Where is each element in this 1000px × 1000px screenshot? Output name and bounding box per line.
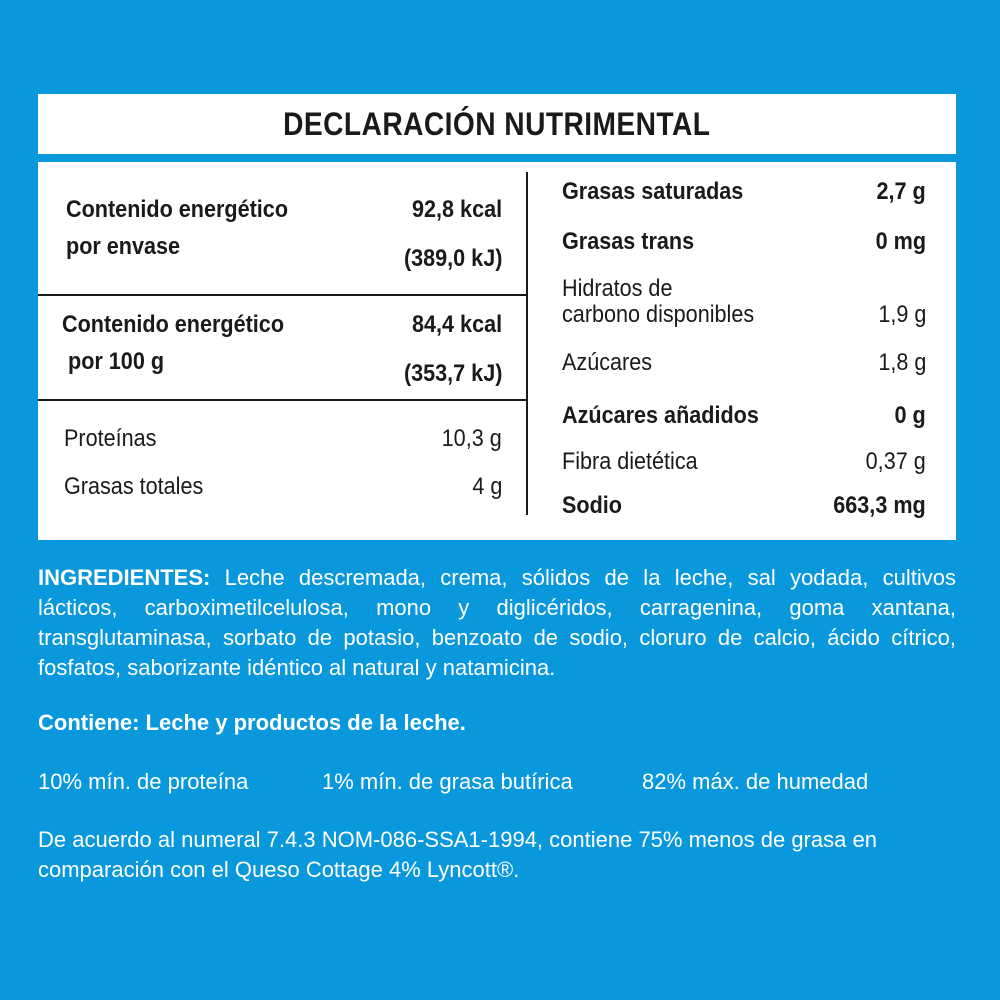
- hidratos-value: 1,9 g: [877, 301, 926, 328]
- spec-humedad: 82% máx. de humedad: [642, 769, 869, 794]
- azucares-label: Azúcares: [562, 349, 653, 376]
- sodio-label: Sodio: [562, 492, 622, 519]
- proteinas-label: Proteínas: [64, 425, 157, 452]
- hidratos-label-1: Hidratos de: [562, 275, 673, 302]
- ingredients-text: Leche descremada, crema, sólidos de la l…: [38, 565, 956, 680]
- energia-100g-label-2: por 100 g: [68, 348, 165, 375]
- grasas-totales-value: 4 g: [471, 473, 502, 500]
- claim-note-line-1: De acuerdo al numeral 7.4.3 NOM-086-SSA1…: [38, 827, 877, 852]
- azucares-value: 1,8 g: [877, 349, 926, 376]
- grasas-totales-label: Grasas totales: [64, 473, 204, 500]
- ingredients-label: INGREDIENTES:: [38, 565, 211, 590]
- azucares-anadidos-label: Azúcares añadidos: [562, 402, 759, 429]
- claim-note-line-2: comparación con el Queso Cottage 4% Lync…: [38, 857, 520, 882]
- fibra-value: 0,37 g: [865, 448, 926, 475]
- energia-envase-kcal: 92,8 kcal: [411, 196, 502, 223]
- hidratos-label-2: carbono disponibles: [562, 301, 755, 328]
- allergen-statement: Contiene: Leche y productos de la leche.: [38, 710, 466, 735]
- claim-note: De acuerdo al numeral 7.4.3 NOM-086-SSA1…: [38, 825, 956, 885]
- spec-grasa: 1% mín. de grasa butírica: [322, 769, 573, 794]
- row-divider: [38, 399, 527, 401]
- azucares-anadidos-value: 0 g: [894, 402, 926, 429]
- ingredients-paragraph: INGREDIENTES: Leche descremada, crema, s…: [38, 563, 956, 683]
- grasas-saturadas-label: Grasas saturadas: [562, 178, 744, 205]
- fibra-label: Fibra dietética: [562, 448, 698, 475]
- grasas-trans-label: Grasas trans: [562, 228, 695, 255]
- energia-envase-kj: (389,0 kJ): [403, 245, 502, 272]
- spec-proteina: 10% mín. de proteína: [38, 769, 249, 794]
- energia-100g-kcal: 84,4 kcal: [411, 311, 502, 338]
- energia-envase-label-2: por envase: [66, 233, 181, 260]
- title-panel: DECLARACIÓN NUTRIMENTAL: [38, 94, 956, 154]
- grasas-saturadas-value: 2,7 g: [876, 178, 926, 205]
- nutrition-table: Contenido energético por envase 92,8 kca…: [38, 162, 956, 540]
- energia-envase-label-1: Contenido energético: [66, 196, 289, 223]
- proteinas-value: 10,3 g: [441, 425, 502, 452]
- column-divider: [526, 172, 528, 515]
- page-title: DECLARACIÓN NUTRIMENTAL: [283, 105, 711, 142]
- sodio-value: 663,3 mg: [833, 492, 926, 519]
- energia-100g-label-1: Contenido energético: [62, 311, 285, 338]
- energia-100g-kj: (353,7 kJ): [403, 360, 502, 387]
- row-divider: [38, 294, 527, 296]
- grasas-trans-value: 0 mg: [875, 228, 926, 255]
